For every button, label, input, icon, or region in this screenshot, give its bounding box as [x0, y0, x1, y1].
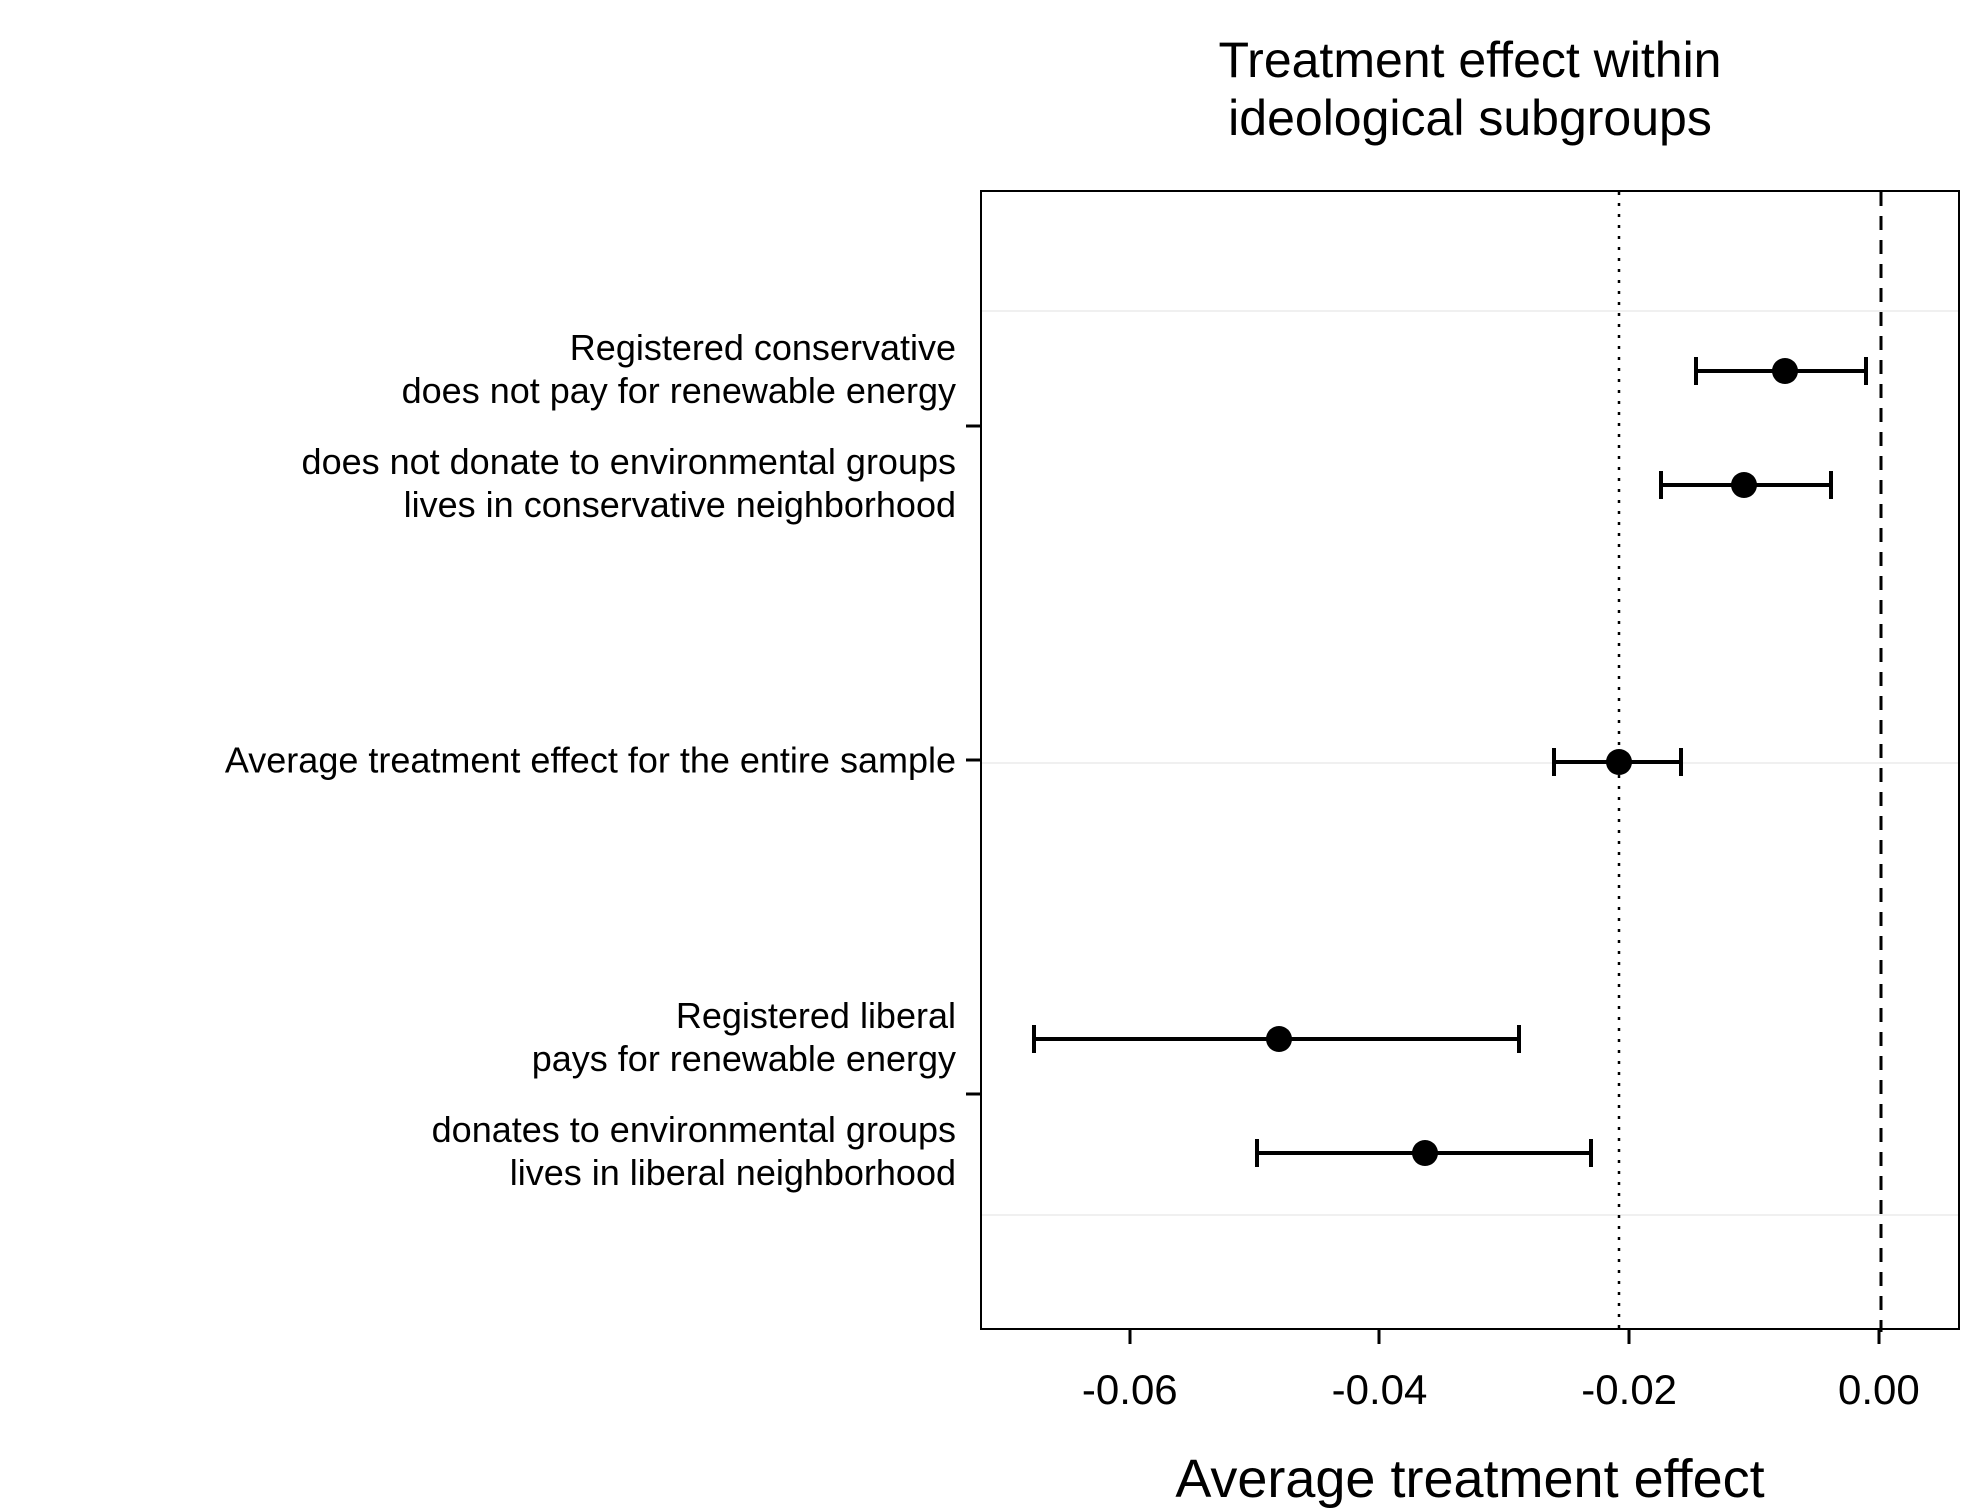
point-estimate [1731, 472, 1757, 498]
x-tick-label: -0.04 [1332, 1366, 1428, 1414]
x-tick-label: -0.02 [1581, 1366, 1677, 1414]
ci-cap [1517, 1025, 1521, 1053]
x-axis-title: Average treatment effect [980, 1448, 1960, 1510]
y-tick [966, 424, 980, 427]
chart-title: Treatment effect within ideological subg… [980, 32, 1960, 147]
ci-cap [1255, 1139, 1259, 1167]
y-row-label: does not donate to environmental groups … [302, 440, 956, 526]
gridline [982, 310, 1958, 312]
ci-cap [1032, 1025, 1036, 1053]
point-estimate [1266, 1026, 1292, 1052]
x-tick [1378, 1330, 1381, 1344]
ci-cap [1679, 748, 1683, 776]
refline-zero [1877, 192, 1885, 1332]
x-tick [1877, 1330, 1880, 1344]
x-tick [1628, 1330, 1631, 1344]
ci-cap [1829, 471, 1833, 499]
ci-cap [1659, 471, 1663, 499]
point-estimate [1412, 1140, 1438, 1166]
ci-cap [1589, 1139, 1593, 1167]
x-tick-label: 0.00 [1838, 1366, 1920, 1414]
y-row-label: Registered conservative does not pay for… [402, 326, 956, 412]
figure-canvas: Treatment effect within ideological subg… [0, 0, 1980, 1500]
point-estimate [1772, 358, 1798, 384]
gridline [982, 762, 1958, 764]
x-tick-label: -0.06 [1082, 1366, 1178, 1414]
point-estimate [1606, 749, 1632, 775]
ci-cap [1552, 748, 1556, 776]
plot-panel [980, 190, 1960, 1330]
y-row-label: Registered liberal pays for renewable en… [532, 994, 956, 1080]
y-row-label: donates to environmental groups lives in… [432, 1108, 956, 1194]
x-tick [1128, 1330, 1131, 1344]
ci-cap [1694, 357, 1698, 385]
y-tick [966, 1093, 980, 1096]
y-tick [966, 759, 980, 762]
gridline [982, 1214, 1958, 1216]
ci-cap [1864, 357, 1868, 385]
y-row-label: Average treatment effect for the entire … [225, 738, 956, 781]
